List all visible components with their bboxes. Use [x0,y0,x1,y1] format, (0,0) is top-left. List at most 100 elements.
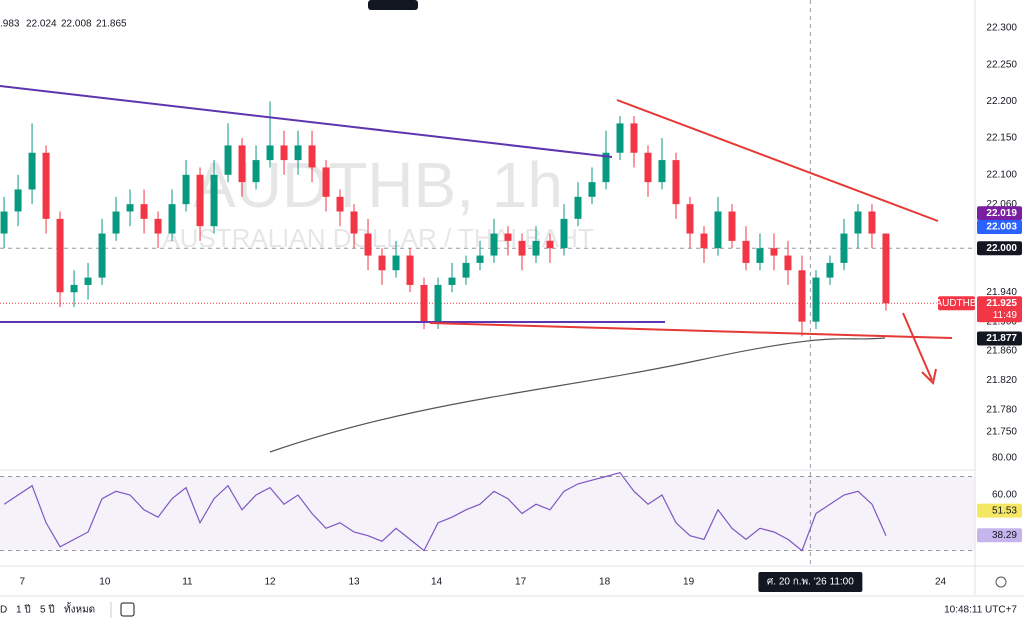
y-tick-label: 60.00 [992,490,1017,501]
range-button[interactable]: 5 ปี [40,604,55,616]
y-tick-label: 22.200 [986,96,1017,107]
candle-body [98,233,106,278]
candle-body [154,218,162,234]
y-tick-label: 80.00 [992,453,1017,464]
y-tick-label: 22.250 [986,59,1017,70]
date-range-icon[interactable] [120,602,135,617]
candle-body [476,255,484,263]
candle-body [238,145,246,183]
range-button[interactable]: ทั้งหมด [64,602,95,616]
candle-body [770,248,778,256]
y-tick-label: 22.300 [986,23,1017,34]
rsi-tag-label: 51.53 [992,505,1017,516]
candle-body [56,218,64,293]
candle-body [602,152,610,183]
candle-body [112,211,120,234]
candle-body [196,174,204,227]
price-pane: 22.300 22.250 22.200 22.150 22.100 22.060 21.9… [0,0,1017,592]
rsi-tag-label: 38.29 [992,530,1017,541]
range-button[interactable]: D [0,605,7,616]
candle-body [350,211,358,234]
toolbar-tab[interactable] [368,0,418,10]
candle-body [168,204,176,234]
candle-body [392,255,400,271]
candle-body [224,145,232,175]
candle-body [742,240,750,263]
candle-body [518,240,526,256]
x-tick-label: 10 [99,577,111,588]
candle-body [812,277,820,322]
legend-value: 21.865 [96,19,127,30]
candle-body [784,255,792,271]
candle-body [560,218,568,249]
legend-value: 22.024 [26,19,57,30]
candle-body [406,255,414,285]
candle-body [644,152,652,183]
legend-value: 22.008 [61,19,92,30]
price-tag-label: 22.019 [986,208,1017,219]
price-tag-label: 22.003 [986,222,1017,233]
y-tick-label: 22.150 [986,133,1017,144]
candle-body [546,240,554,249]
candle-body [658,160,666,183]
trendline[interactable] [616,99,939,222]
y-tick-label: 21.860 [986,346,1017,357]
footer-bar [0,596,1024,625]
candle-body [672,160,680,205]
candle-body [854,211,862,234]
settings-icon[interactable] [995,576,1007,588]
candle-body [434,284,442,322]
candle-body [490,233,498,256]
candle-body [756,248,764,263]
candle-body [336,196,344,212]
x-tick-label: 12 [264,577,276,588]
y-tick-label: 21.750 [986,426,1017,437]
x-tick-label: 19 [683,577,695,588]
clock: 10:48:11 UTC+7 [944,605,1017,616]
candle-body [126,204,134,212]
watermark-symbol: AUDTHB, 1h [193,149,563,221]
crosshair-label: ศ. 20 ก.พ. '26 11:00 [767,577,854,588]
candle-body [308,145,316,168]
candle-body [266,145,274,161]
candle-body [420,284,428,322]
x-tick-label: 14 [431,577,443,588]
y-tick-label: 21.780 [986,404,1017,415]
rsi-band [0,476,975,551]
candle-body [868,211,876,234]
x-tick-label: 18 [599,577,611,588]
candle-body [616,123,624,153]
candle-body [28,152,36,190]
candle-body [140,204,148,219]
trendline[interactable] [429,322,953,339]
last-price-label: 21.925 [986,298,1017,309]
candle-body [84,277,92,285]
countdown: 11:49 [993,310,1018,321]
trendline[interactable] [0,85,613,158]
candle-body [588,182,596,197]
rsi-tag [977,528,1022,543]
candle-body [462,262,470,278]
candle-body [448,277,456,285]
last-price-tag [977,296,1022,323]
price-tag-label: 22.000 [986,243,1017,254]
y-tick-label: 21.820 [986,375,1017,386]
y-tick-label: 22.060 [986,199,1017,210]
candle-body [70,284,78,293]
candle-body [14,189,22,212]
price-tag [977,206,1022,221]
candle-body [574,196,582,219]
x-tick-label: 11 [182,577,193,588]
candle-body [714,211,722,249]
arrow[interactable] [902,312,937,386]
price-tag [977,241,1022,256]
candle-body [364,233,372,256]
price-tag [977,331,1022,346]
candle-body [210,174,218,227]
candle-body [798,270,806,322]
rsi-tag [977,503,1022,518]
x-tick-label: 17 [515,577,527,588]
range-button[interactable]: 1 ปี [16,604,31,616]
